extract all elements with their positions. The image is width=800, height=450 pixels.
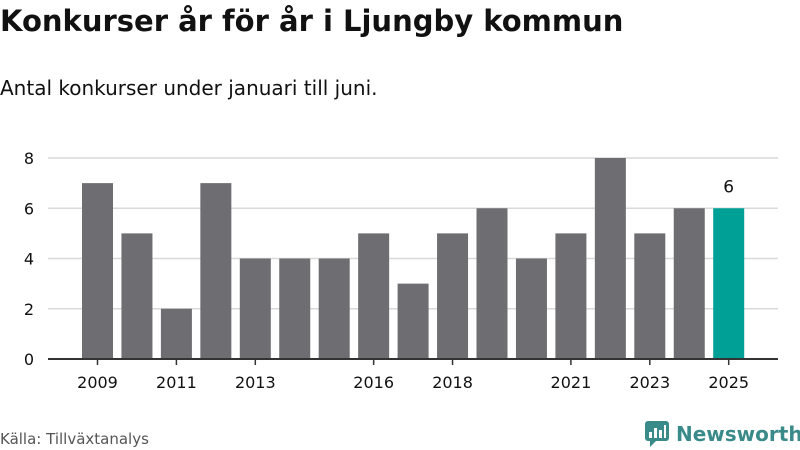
bar-2016	[358, 233, 390, 359]
bar-2022	[594, 158, 626, 359]
bar-2010	[121, 233, 153, 359]
bar-2024	[673, 208, 705, 359]
y-tick-label-6: 6	[24, 199, 34, 218]
bar-2021	[555, 233, 587, 359]
x-tick-label-2011: 2011	[156, 373, 197, 392]
bar-2023	[634, 233, 666, 359]
y-tick-label-2: 2	[24, 300, 34, 319]
bar-2020	[515, 258, 547, 359]
y-tick-label-8: 8	[24, 149, 34, 168]
brand-logo: Newsworthy	[644, 419, 800, 449]
bar-2018	[437, 233, 469, 359]
bar-2019	[476, 208, 508, 359]
x-tick-label-2013: 2013	[235, 373, 276, 392]
chart-title: Konkurser år för år i Ljungby kommun	[0, 4, 624, 38]
brand-name: Newsworthy	[676, 422, 800, 446]
x-tick-label-2025: 2025	[708, 373, 749, 392]
newsworthy-logo-icon	[645, 421, 669, 447]
bar-chart: 0 2 4 6 8 2009 2011 2013 2016 2018 2021 2023 2025 6	[24, 149, 778, 392]
bar-2025	[713, 208, 745, 359]
bar-2009	[82, 183, 113, 359]
x-tick-label-2021: 2021	[551, 373, 592, 392]
bar-2015	[318, 258, 350, 359]
y-tick-label-0: 0	[24, 350, 34, 369]
bar-2011	[160, 308, 192, 359]
x-tick-label-2018: 2018	[432, 373, 473, 392]
bar-2013	[239, 258, 271, 359]
bar-2014	[279, 258, 311, 359]
data-label-2025: 6	[723, 177, 734, 197]
chart-subtitle: Antal konkurser under januari till juni.	[0, 76, 378, 100]
bar-2017	[397, 283, 429, 359]
x-tick-label-2016: 2016	[353, 373, 394, 392]
y-tick-label-4: 4	[24, 250, 34, 269]
bar-2012	[200, 183, 232, 359]
x-tick-label-2009: 2009	[77, 373, 118, 392]
x-tick-label-2023: 2023	[629, 373, 670, 392]
source-note: Källa: Tillväxtanalys	[0, 430, 149, 448]
